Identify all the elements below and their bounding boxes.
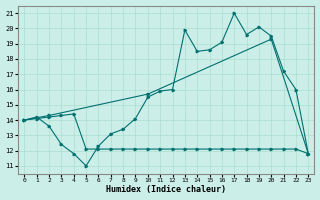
X-axis label: Humidex (Indice chaleur): Humidex (Indice chaleur)	[106, 185, 226, 194]
